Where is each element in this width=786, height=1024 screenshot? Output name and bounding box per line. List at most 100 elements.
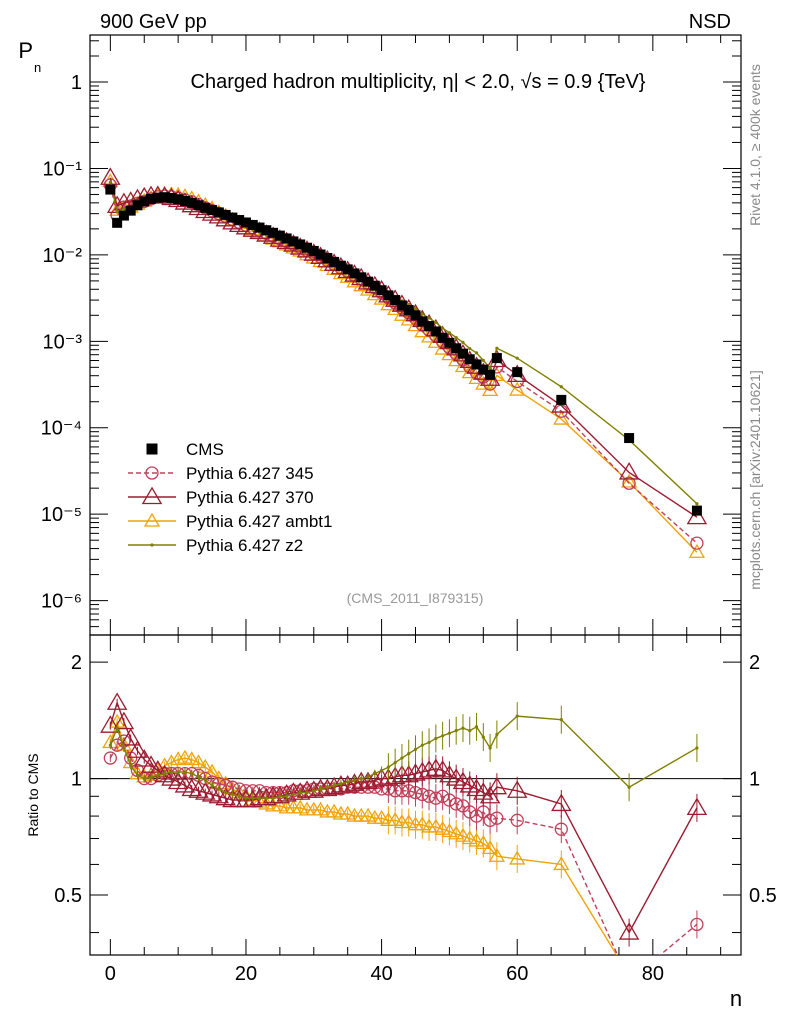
- series-point: [468, 346, 472, 351]
- ratio-point: [256, 787, 277, 806]
- ratio-point: [120, 728, 141, 746]
- ratio-point: [332, 783, 336, 788]
- y-tick-label: 1: [71, 72, 82, 94]
- cms-point: [186, 197, 197, 208]
- cms-point: [254, 222, 265, 233]
- ratio-point: [378, 768, 399, 786]
- ratio-point: [412, 761, 433, 780]
- cms-point: [268, 227, 279, 238]
- ratio-tick-label-right: 1: [749, 769, 760, 791]
- ratio-point: [100, 715, 121, 733]
- ratio-line: [109, 715, 698, 799]
- ratio-point: [490, 811, 504, 825]
- legend-item: Pythia 6.427 ambt1: [128, 512, 332, 531]
- ratio-point: [415, 787, 429, 802]
- ratio-tick-label: 0.5: [54, 885, 82, 907]
- series-point: [618, 462, 640, 480]
- series-point: [434, 320, 438, 325]
- ratio-point: [559, 718, 563, 722]
- series-point: [115, 209, 119, 214]
- series-point: [420, 312, 424, 316]
- side-text-top: Rivet 4.1.0, ≥ 400k events: [747, 64, 763, 226]
- cms-point: [512, 367, 523, 378]
- cms-point: [437, 332, 448, 343]
- ratio-point: [463, 805, 477, 819]
- ratio-point: [285, 794, 289, 798]
- ratio-point: [420, 743, 424, 747]
- series-point: [515, 356, 519, 360]
- ratio-point: [398, 764, 419, 783]
- ratio-point: [176, 770, 180, 774]
- series-point: [553, 410, 570, 425]
- ratio-point: [129, 764, 133, 768]
- ratio-point: [269, 785, 291, 804]
- ratio-point: [434, 820, 451, 835]
- ratio-point: [427, 740, 431, 745]
- legend-item-cms: CMS: [146, 440, 224, 459]
- cms-point: [417, 316, 428, 327]
- y-axis-label: P: [18, 38, 33, 63]
- ratio-point: [373, 772, 377, 776]
- ratio-point: [115, 726, 119, 730]
- ratio-point: [217, 787, 221, 791]
- main-plot: 1 10⁻¹ 10⁻² 10⁻³ 10⁻⁴ 10⁻⁵ 10⁻⁶: [41, 34, 742, 955]
- ratio-series-ambt1: [102, 713, 618, 955]
- ratio-point: [106, 692, 128, 710]
- ratio-series-z2: [108, 702, 699, 803]
- cms-point: [383, 290, 394, 301]
- cms-point: [118, 210, 129, 221]
- ratio-point: [162, 772, 167, 776]
- ratio-tick-label-right: 0.5: [749, 885, 777, 907]
- ratio-point: [461, 830, 478, 845]
- ratio-point: [203, 778, 207, 782]
- cms-point: [424, 321, 435, 332]
- cms-point: [112, 217, 123, 228]
- cms-point: [457, 348, 468, 359]
- ratio-point: [413, 747, 418, 751]
- series-point: [509, 381, 526, 396]
- y-tick-label: 10⁻¹: [43, 158, 83, 180]
- cms-point: [315, 249, 326, 260]
- ratio-point: [142, 776, 146, 781]
- ratio-point: [359, 807, 377, 822]
- ratio-point: [486, 776, 508, 795]
- ratio-point: [276, 784, 297, 802]
- ratio-point: [454, 827, 472, 842]
- cms-point: [213, 207, 224, 218]
- ratio-point: [271, 796, 275, 800]
- ratio-point: [454, 729, 458, 733]
- ratio-point: [190, 772, 194, 776]
- ratio-point: [181, 778, 202, 797]
- series-point: [559, 385, 563, 389]
- cms-point: [491, 353, 502, 364]
- cms-point: [179, 196, 190, 207]
- ratio-point: [441, 734, 445, 738]
- series-point: [688, 543, 706, 558]
- ratio-point: [474, 725, 479, 729]
- cms-point: [556, 394, 567, 405]
- cms-point: [396, 300, 407, 311]
- cms-point: [105, 184, 116, 195]
- ratio-point: [387, 812, 404, 826]
- y-tick-label: 10⁻⁵: [41, 504, 82, 526]
- ratio-point: [400, 756, 404, 760]
- cms-point: [478, 364, 489, 375]
- ratio-point: [251, 796, 255, 800]
- legend-label: CMS: [186, 440, 224, 459]
- ratio-point: [447, 731, 452, 735]
- ratio-point: [183, 751, 200, 766]
- ratio-point: [510, 813, 524, 827]
- ratio-point: [488, 847, 506, 862]
- ratio-point: [264, 796, 268, 800]
- cms-point: [295, 239, 306, 250]
- cms-point: [200, 202, 211, 213]
- ratio-point: [201, 784, 223, 802]
- ratio-point: [357, 771, 379, 790]
- cms-point: [624, 433, 635, 444]
- ratio-point: [244, 796, 248, 800]
- ratio-point: [551, 793, 572, 812]
- ratio-point: [208, 785, 230, 804]
- ratio-point: [318, 787, 323, 791]
- legend-label: Pythia 6.427 370: [186, 488, 314, 507]
- y-tick-label: 10⁻⁴: [41, 418, 82, 440]
